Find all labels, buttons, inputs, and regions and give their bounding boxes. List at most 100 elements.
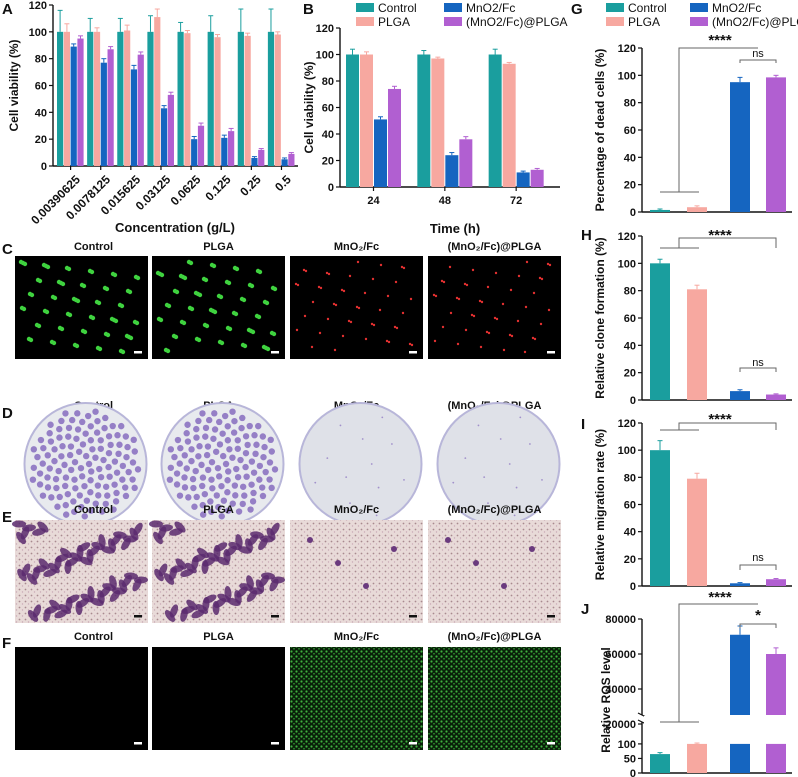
y-tick-label: 20: [624, 554, 636, 566]
y-tick-label: 80: [322, 76, 334, 88]
cell-dot: [37, 278, 43, 284]
colony: [176, 460, 183, 467]
colony: [87, 477, 94, 484]
migrated-cell: [238, 546, 252, 554]
colony: [181, 474, 188, 481]
cell-dot: [250, 329, 256, 335]
colony: [209, 485, 216, 492]
migrated-cell: [48, 562, 60, 574]
legend-swatch: [444, 17, 462, 26]
migrated-cell: [501, 583, 507, 589]
cell-dot: [82, 329, 88, 335]
colony: [195, 417, 202, 425]
colony: [129, 476, 136, 483]
y-tick-label: 80: [35, 54, 47, 66]
significance-label: ns: [752, 552, 764, 564]
colony: [173, 481, 181, 488]
colony: [242, 433, 250, 440]
colony: [515, 486, 518, 489]
colony: [199, 501, 206, 509]
colony: [167, 446, 175, 453]
colony: [235, 508, 243, 515]
colony: [122, 433, 130, 440]
colony: [215, 503, 222, 511]
cell-dot: [442, 280, 446, 284]
colony: [203, 451, 211, 459]
colony: [259, 492, 267, 500]
y-tick-label: 100: [618, 70, 636, 82]
bar: [730, 583, 750, 586]
bar: [730, 634, 750, 715]
bar: [244, 35, 251, 166]
colony: [105, 463, 112, 471]
cell-dot: [181, 320, 187, 326]
cell-dot: [457, 297, 461, 301]
colony: [219, 452, 227, 460]
legend-label: Control: [628, 1, 667, 15]
y-tick-label: 120: [29, 0, 47, 12]
colony: [44, 474, 51, 481]
colony: [94, 482, 102, 489]
cell-dot: [408, 342, 412, 346]
colony: [97, 445, 105, 452]
bar: [516, 172, 530, 187]
colony: [267, 436, 274, 444]
x-tick-label: 0.125: [202, 172, 233, 203]
colony: [231, 417, 238, 425]
colony: [242, 463, 249, 471]
colony: [391, 443, 393, 445]
column-header: (MnO₂/Fc)@PLGA: [448, 241, 542, 253]
cell-dot: [257, 269, 263, 275]
x-axis-title: Concentration (g/L): [115, 220, 235, 235]
cell-dot: [385, 339, 389, 343]
cell-dot: [379, 263, 383, 267]
colony: [47, 438, 55, 445]
colony: [67, 443, 75, 450]
bar: [766, 743, 786, 773]
migrated-cell: [445, 537, 451, 543]
cell-dot: [400, 265, 404, 269]
cell-dot: [158, 317, 164, 323]
cell-dot: [395, 326, 399, 330]
cell-dot: [480, 300, 484, 304]
colony: [483, 476, 486, 479]
colony: [65, 424, 73, 432]
migrated-cell: [27, 610, 39, 622]
cell-dot: [371, 277, 375, 281]
cell-dot: [304, 269, 308, 273]
colony: [214, 464, 222, 472]
cell-dot: [432, 293, 436, 297]
colony: [370, 463, 373, 465]
colony: [46, 430, 53, 437]
cell-dot: [378, 308, 382, 312]
colony: [452, 481, 455, 484]
colony: [100, 456, 107, 464]
colony: [204, 466, 212, 474]
migrated-cell: [129, 527, 139, 541]
bar: [237, 31, 244, 167]
legend-label: (MnO2/Fc)@PLGA: [712, 15, 798, 29]
cell-dot: [539, 322, 543, 326]
colony: [62, 511, 70, 518]
colony: [44, 484, 52, 491]
colony: [268, 484, 275, 492]
colony: [87, 437, 95, 444]
bar: [687, 478, 707, 586]
chart-g: 0 20 40 60 80 100 120 Percentage of dead cells …: [593, 32, 792, 219]
colony: [519, 416, 522, 419]
colony: [191, 503, 198, 510]
cell-dot: [495, 317, 499, 321]
colony: [208, 508, 215, 515]
colony: [201, 490, 209, 498]
legend-swatch: [606, 3, 624, 12]
scale-bar: [409, 615, 417, 618]
colony: [134, 466, 142, 473]
bar: [650, 754, 670, 773]
colony: [184, 421, 191, 428]
colony: [111, 458, 119, 465]
transwell-image: [428, 520, 561, 623]
colony: [76, 492, 83, 499]
colony: [252, 450, 259, 457]
colony: [93, 429, 101, 436]
colony: [188, 446, 195, 453]
